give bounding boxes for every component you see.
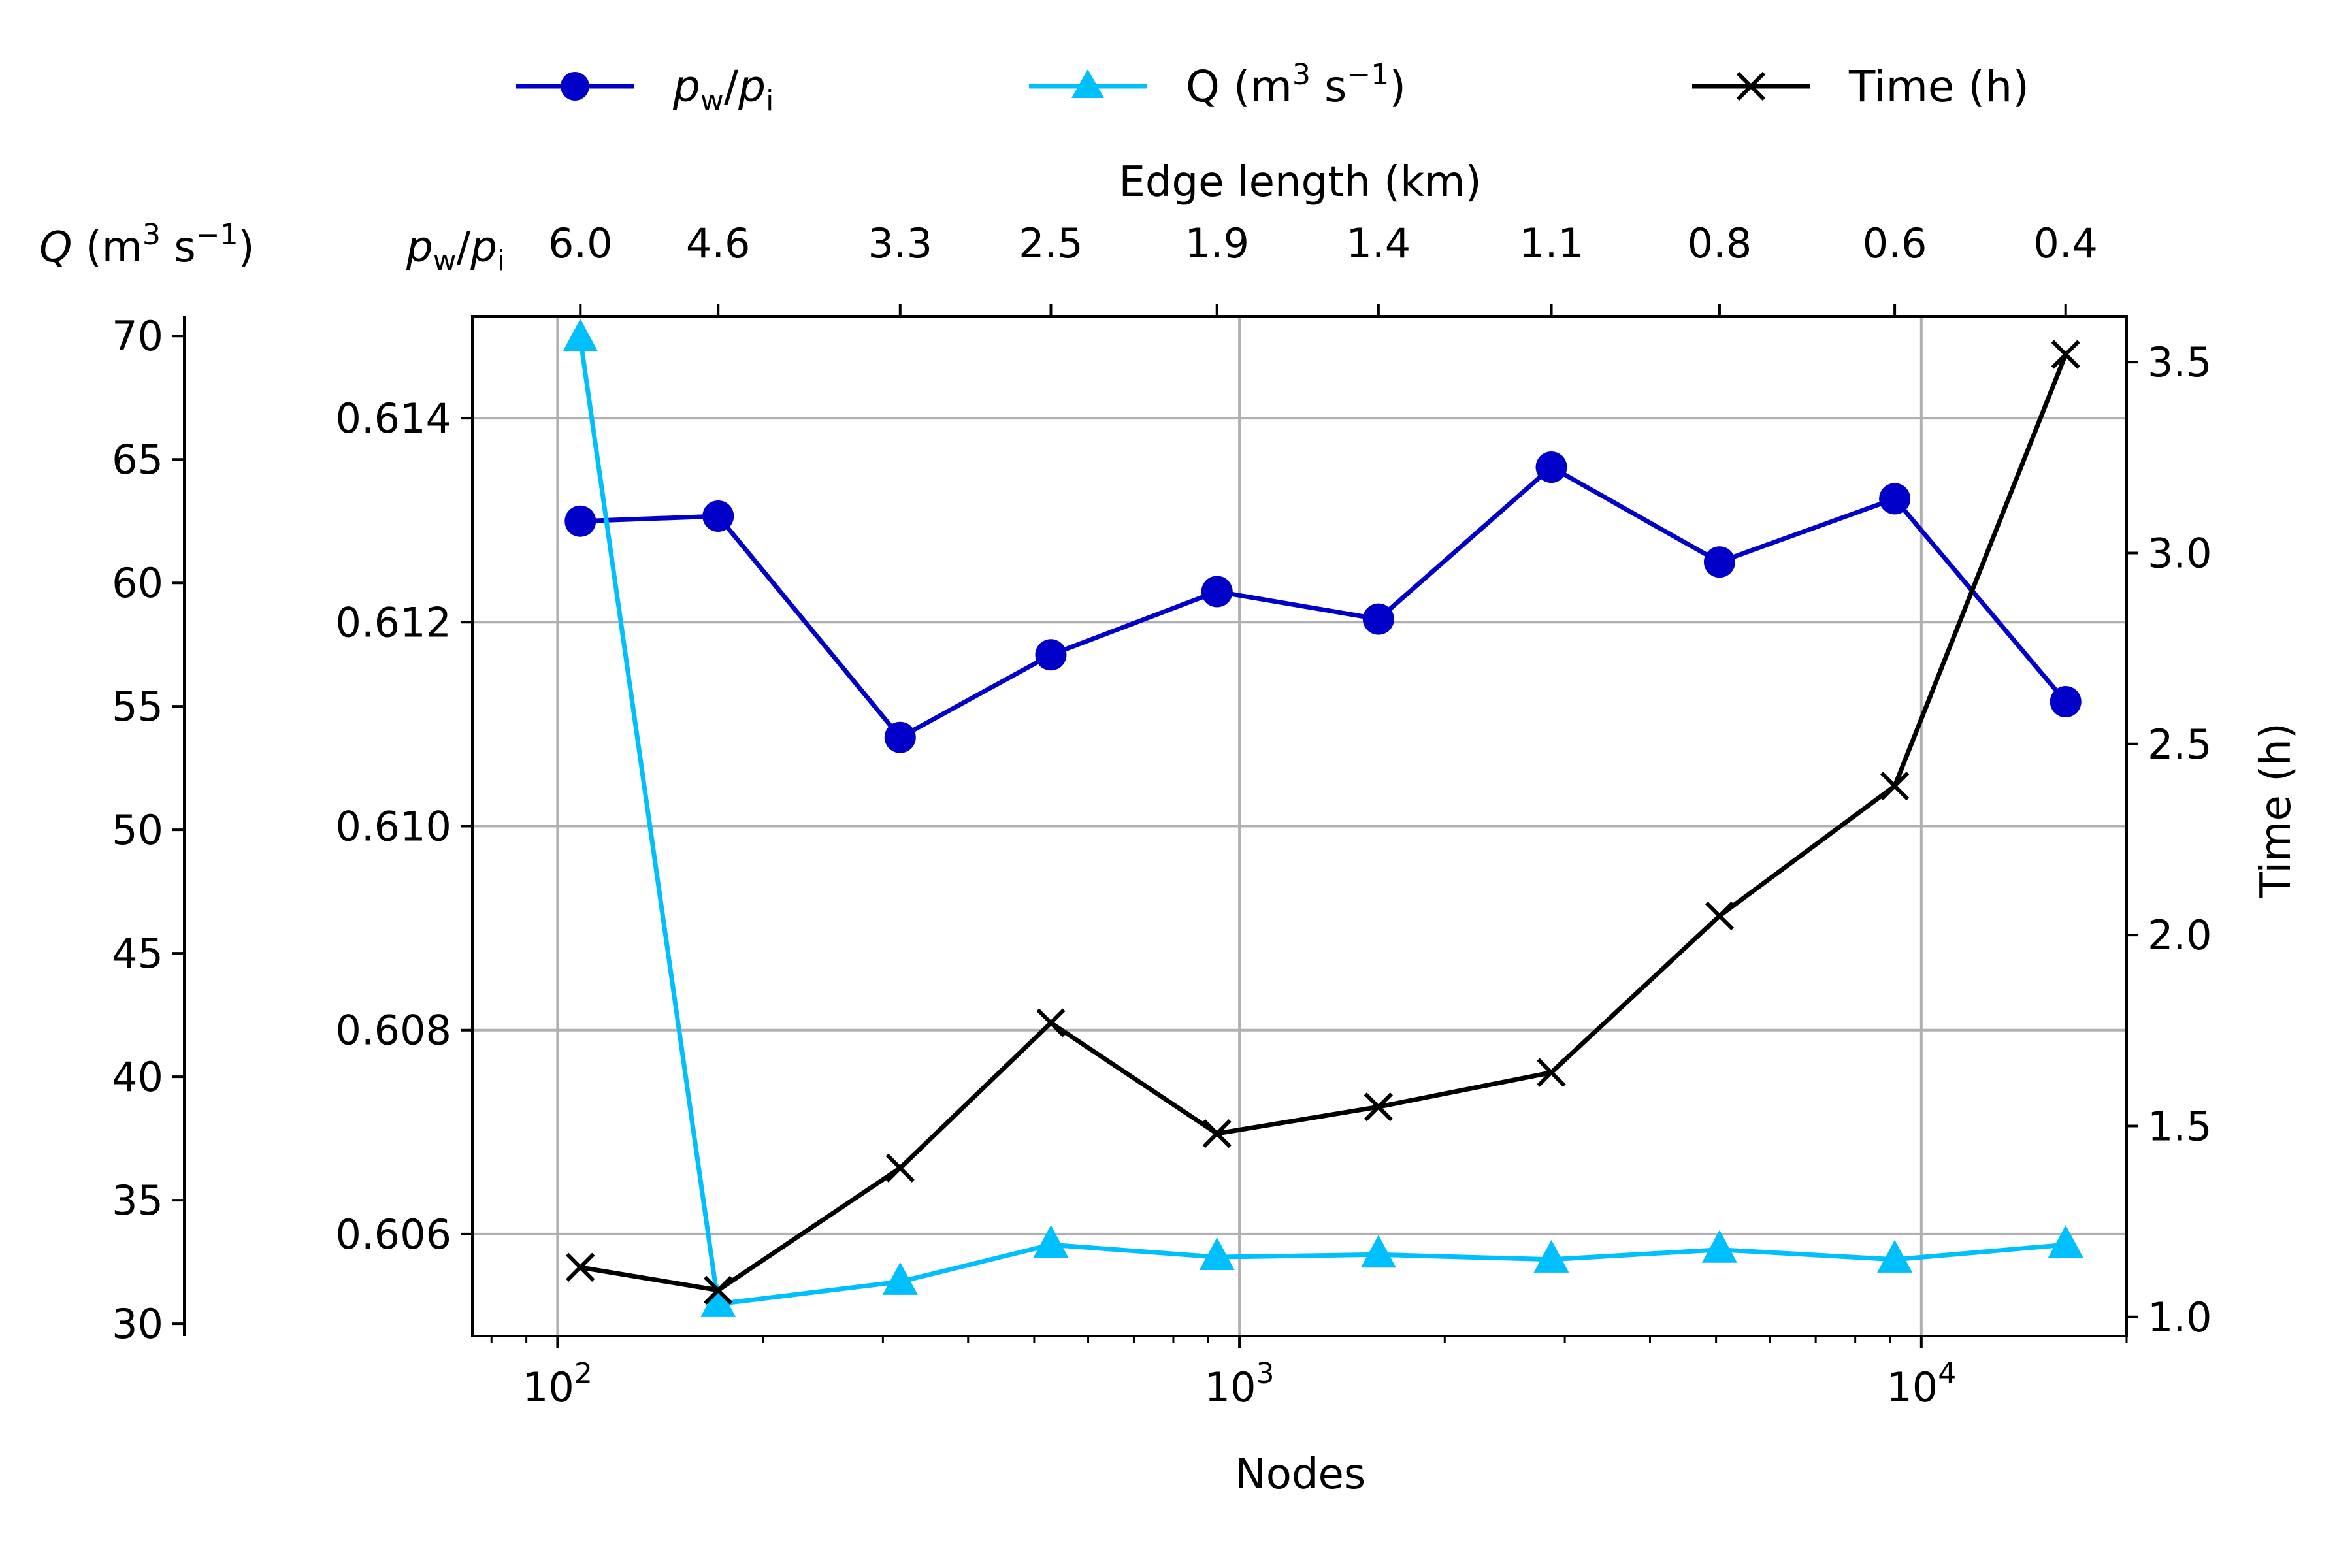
point-pw-8: [1879, 483, 1911, 515]
point-time-4: [1202, 1119, 1232, 1149]
point-q-6: [1533, 1239, 1569, 1273]
series-line-pw: [580, 465, 2068, 740]
legend-label-q: Q (m3 s−1): [1186, 58, 1406, 112]
point-pw-6: [1535, 451, 1567, 483]
series-line-time: [580, 353, 2068, 1293]
series-layer: [563, 319, 2083, 1317]
legend-label-pw: pw/pi: [672, 61, 774, 118]
x-axis-label: Nodes: [1235, 1450, 1365, 1499]
legend: pw/pi Q (m3 s−1) Time (h): [516, 58, 2029, 118]
outer-left-tick-label-7: 65: [112, 436, 163, 483]
legend-item-time: Time (h): [1692, 61, 2029, 112]
top-tick-label-0: 6.0: [548, 220, 613, 267]
point-pw-9: [2050, 686, 2082, 718]
right-axis-label: Time (h): [2252, 723, 2300, 898]
outer-left-axis-label: Q (m3 s−1): [39, 218, 255, 272]
right-tick-label-4: 3.0: [2148, 529, 2212, 577]
point-time-0: [566, 1252, 595, 1282]
left-tick-label-3: 0.612: [336, 598, 452, 646]
grid-lines: [472, 316, 2127, 1336]
outer-left-tick-label-1: 35: [112, 1177, 163, 1224]
point-q-3: [1033, 1225, 1069, 1258]
point-q-2: [882, 1262, 918, 1295]
top-tick-label-7: 0.8: [1688, 220, 1752, 267]
right-tick-label-0: 1.0: [2148, 1294, 2212, 1341]
left-tick-label-2: 0.610: [336, 803, 452, 851]
top-tick-label-3: 2.5: [1019, 220, 1083, 267]
point-time-2: [885, 1153, 915, 1183]
x-tick-label-2: 104: [1886, 1357, 1956, 1411]
point-time-5: [1364, 1092, 1393, 1122]
left-tick-label-4: 0.614: [336, 395, 452, 442]
point-q-9: [2048, 1225, 2083, 1258]
legend-item-pw: pw/pi: [516, 61, 774, 118]
outer-left-tick-label-3: 45: [112, 930, 163, 977]
top-axis-label: Edge length (km): [1119, 158, 1481, 206]
x-tick-label-0: 102: [523, 1357, 593, 1411]
top-tick-label-2: 3.3: [868, 220, 932, 267]
point-pw-3: [1035, 639, 1067, 671]
point-time-8: [1880, 771, 1910, 801]
point-q-7: [1701, 1230, 1737, 1263]
legend-item-q: Q (m3 s−1): [1029, 58, 1406, 112]
point-time-7: [1705, 901, 1735, 931]
top-tick-label-9: 0.4: [2033, 220, 2098, 267]
right-tick-label-3: 2.5: [2148, 721, 2212, 768]
right-tick-label-5: 3.5: [2148, 338, 2212, 386]
point-q-0: [563, 319, 598, 352]
point-time-1: [704, 1275, 733, 1305]
series-line-q: [578, 338, 2066, 1307]
outer-left-tick-label-8: 70: [112, 312, 163, 360]
legend-label-time: Time (h): [1848, 61, 2029, 112]
top-tick-label-4: 1.9: [1184, 220, 1249, 267]
left-tick-label-1: 0.608: [336, 1007, 452, 1054]
outer-left-tick-label-2: 40: [112, 1053, 163, 1101]
x-tick-label-1: 103: [1205, 1357, 1275, 1411]
outer-left-tick-label-0: 30: [112, 1300, 163, 1348]
legend-marker-time: [1736, 71, 1766, 101]
point-pw-5: [1362, 603, 1394, 635]
legend-marker-q: [1071, 69, 1104, 98]
top-tick-label-8: 0.6: [1863, 220, 1927, 267]
point-pw-0: [564, 505, 596, 537]
top-tick-label-6: 1.1: [1519, 220, 1584, 267]
point-time-9: [2051, 340, 2080, 369]
top-tick-label-5: 1.4: [1347, 220, 1411, 267]
point-q-5: [1360, 1235, 1396, 1268]
point-pw-4: [1201, 576, 1233, 608]
point-q-4: [1199, 1237, 1235, 1271]
point-q-8: [1877, 1239, 1913, 1273]
point-q-1: [700, 1284, 736, 1317]
outer-left-tick-label-6: 60: [112, 559, 163, 607]
top-tick-label-1: 4.6: [686, 220, 751, 267]
legend-marker-pw: [561, 72, 589, 101]
left-axis-label: pw/pi: [406, 223, 505, 278]
axes-layer: 102 103 104 6.0 4.6 3.3 2.5 1.9 1.4 1.1 0.8 0.6 0.4 0…: [112, 220, 2212, 1411]
right-tick-label-2: 2.0: [2148, 911, 2212, 959]
point-pw-2: [884, 721, 916, 753]
outer-left-tick-label-5: 55: [112, 683, 163, 730]
point-pw-1: [702, 500, 734, 532]
point-time-6: [1537, 1058, 1566, 1087]
left-tick-label-0: 0.606: [336, 1211, 452, 1258]
outer-left-tick-label-4: 50: [112, 806, 163, 854]
point-pw-7: [1703, 546, 1735, 578]
right-tick-label-1: 1.5: [2148, 1102, 2212, 1150]
point-time-3: [1036, 1008, 1066, 1037]
